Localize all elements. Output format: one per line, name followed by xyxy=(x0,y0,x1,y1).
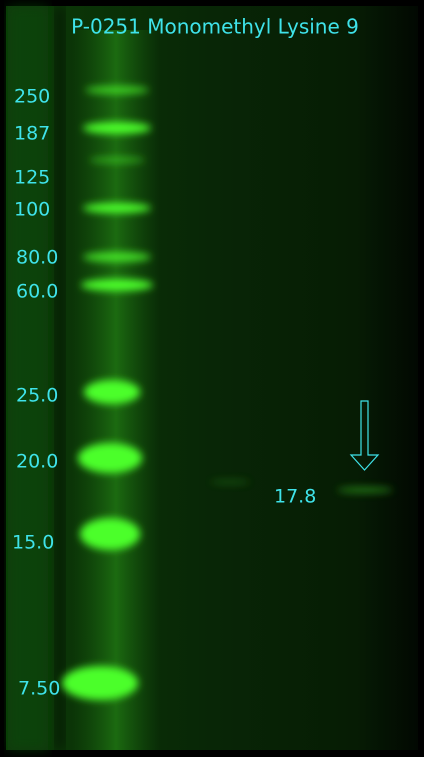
marker-label: 100 xyxy=(14,199,50,221)
marker-label: 60.0 xyxy=(16,281,58,303)
edge-shadow xyxy=(55,6,65,750)
marker-label: 7.50 xyxy=(18,678,60,700)
marker-label: 125 xyxy=(14,167,50,189)
marker-label: 187 xyxy=(14,123,50,145)
title: P-0251 Monomethyl Lysine 9 xyxy=(71,15,359,39)
marker-label: 80.0 xyxy=(16,247,58,269)
annotation: 17.8 xyxy=(274,486,316,508)
marker-label: 15.0 xyxy=(12,532,54,554)
sample-band xyxy=(337,487,393,493)
edge-glow xyxy=(8,6,48,750)
faint-band xyxy=(210,480,250,484)
arrow xyxy=(349,400,380,471)
marker-label: 25.0 xyxy=(16,385,58,407)
marker-label: 250 xyxy=(14,86,50,108)
marker-label: 20.0 xyxy=(16,451,58,473)
membrane xyxy=(6,6,418,750)
ladder-bands xyxy=(62,86,153,700)
